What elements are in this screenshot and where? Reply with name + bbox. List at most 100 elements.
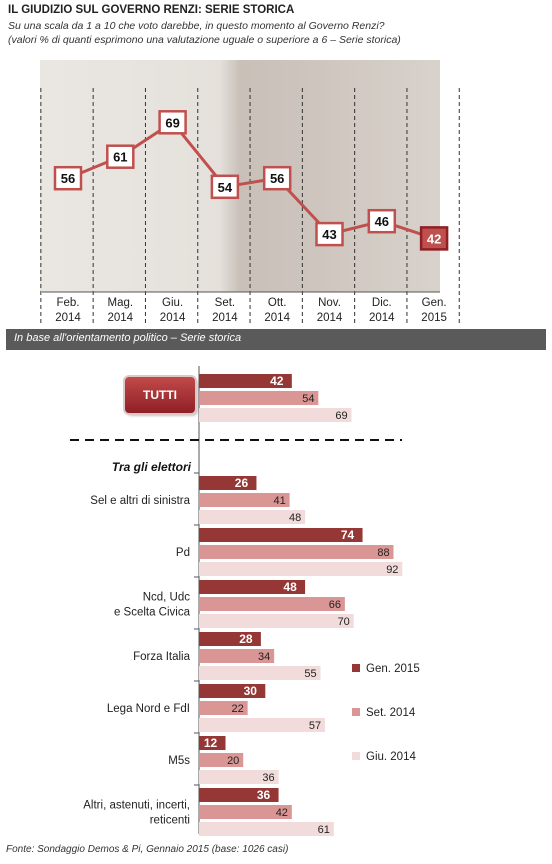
- source-note: Fonte: Sondaggio Demos & Pi, Gennaio 201…: [6, 844, 289, 855]
- bar-value-label: 48: [283, 580, 297, 594]
- bar: [199, 753, 244, 767]
- chart-title: IL GIUDIZIO SUL GOVERNO RENZI: SERIE STO…: [8, 4, 295, 16]
- chart-subtitle: Su una scala da 1 a 10 che voto darebbe,…: [8, 19, 401, 47]
- bar-value-label: 36: [262, 772, 274, 784]
- bar: [199, 666, 321, 680]
- bar-value-label: 28: [239, 632, 253, 646]
- bar-value-label: 66: [329, 599, 341, 611]
- legend-swatch: [352, 752, 360, 760]
- data-point-box: [210, 174, 240, 200]
- bar: [199, 822, 334, 836]
- data-label: 43: [322, 227, 336, 242]
- bar: [199, 701, 248, 715]
- category-label: M5s: [168, 755, 190, 767]
- bar-value-label: 42: [270, 374, 284, 388]
- x-tick-label: 2014: [160, 312, 186, 324]
- category-label: Pd: [176, 547, 190, 559]
- x-tick-label: Giu.: [162, 297, 183, 309]
- data-label: 54: [218, 180, 233, 195]
- bar: [199, 684, 266, 698]
- data-point-box: [106, 144, 135, 169]
- bar: [199, 528, 363, 542]
- bar: [199, 493, 290, 507]
- bar-value-label: 34: [258, 651, 270, 663]
- x-tick-label: 2014: [108, 312, 134, 324]
- subtitle-line-1: Su una scala da 1 a 10 che voto darebbe,…: [8, 20, 385, 32]
- bar-value-label: 61: [318, 824, 330, 836]
- data-point-box: [53, 165, 83, 191]
- category-label: Sel e altri di sinistra: [90, 495, 190, 507]
- bar: [199, 597, 345, 611]
- x-tick-label: Ott.: [268, 297, 287, 309]
- bar: [199, 770, 279, 784]
- bar: [199, 649, 275, 663]
- legend-swatch: [352, 664, 360, 672]
- x-tick-label: Dic.: [372, 297, 392, 309]
- bar-value-label: 55: [304, 668, 316, 680]
- bar: [199, 632, 261, 646]
- bar-value-label: 92: [386, 564, 398, 576]
- x-tick-label: Mag.: [108, 297, 134, 309]
- data-label: 42: [427, 231, 441, 246]
- data-label: 61: [113, 150, 127, 165]
- x-tick-label: 2014: [55, 312, 81, 324]
- bar: [199, 562, 403, 576]
- bar-value-label: 36: [257, 788, 271, 802]
- bar-value-label: 30: [244, 684, 258, 698]
- data-label: 46: [375, 214, 389, 229]
- bar-value-label: 88: [377, 547, 389, 559]
- x-tick-label: 2014: [212, 312, 238, 324]
- data-label: 69: [165, 115, 179, 130]
- bar-value-label: 26: [235, 476, 249, 490]
- data-point-box: [158, 110, 187, 135]
- bar: [199, 580, 306, 594]
- x-tick-label: 2015: [421, 312, 447, 324]
- x-tick-label: Feb.: [56, 297, 79, 309]
- bar: [199, 408, 352, 422]
- data-point-box: [262, 165, 292, 191]
- legend-swatch: [352, 708, 360, 716]
- legend-label: Set. 2014: [366, 707, 416, 719]
- background-photo-collage: [40, 60, 440, 292]
- group-heading: Tra gli elettori: [112, 460, 192, 474]
- bar: [199, 545, 394, 559]
- bar-value-label: 41: [273, 495, 285, 507]
- x-tick-label: 2014: [264, 312, 290, 324]
- x-tick-label: 2014: [317, 312, 343, 324]
- line-chart: 56 61 69 54 56 43 46 42 Feb. 2014 Mag. 2014 Giu. 2014…: [40, 88, 460, 326]
- bar-value-label: 57: [309, 720, 321, 732]
- x-tick-label: Nov.: [318, 297, 341, 309]
- bar-value-label: 22: [231, 703, 243, 715]
- bar-value-label: 70: [338, 616, 350, 628]
- bar: [199, 718, 325, 732]
- section-bar: In base all'orientamento politico – Seri…: [6, 329, 546, 350]
- bar: [199, 476, 257, 490]
- category-label: Forza Italia: [133, 651, 190, 663]
- bar-value-label: 48: [289, 512, 301, 524]
- bar: [199, 391, 319, 405]
- bar-value-label: 69: [335, 410, 347, 422]
- category-label: Ncd, Udc: [143, 592, 191, 604]
- section-bar-label: In base all'orientamento politico – Seri…: [14, 332, 242, 344]
- bar: [199, 736, 226, 750]
- data-point-box: [419, 226, 449, 251]
- data-point-box: [315, 221, 344, 247]
- subtitle-line-2: (valori % di quanti esprimono una valuta…: [8, 34, 401, 46]
- x-tick-label: Set.: [215, 297, 235, 309]
- bar-value-label: 54: [302, 393, 314, 405]
- x-tick-label: Gen.: [422, 297, 447, 309]
- bar-value-label: 74: [341, 528, 355, 542]
- legend-label: Giu. 2014: [366, 751, 416, 763]
- bar: [199, 374, 292, 388]
- tutti-button-label: TUTTI: [125, 377, 195, 413]
- legend-label: Gen. 2015: [366, 663, 420, 675]
- category-label: reticenti: [150, 815, 190, 827]
- x-tick-label: 2014: [369, 312, 395, 324]
- category-label: Lega Nord e FdI: [107, 703, 190, 715]
- data-label: 56: [270, 171, 284, 186]
- bar: [199, 614, 354, 628]
- category-label: e Scelta Civica: [114, 607, 191, 619]
- bar-value-label: 42: [276, 807, 288, 819]
- bar: [199, 510, 306, 524]
